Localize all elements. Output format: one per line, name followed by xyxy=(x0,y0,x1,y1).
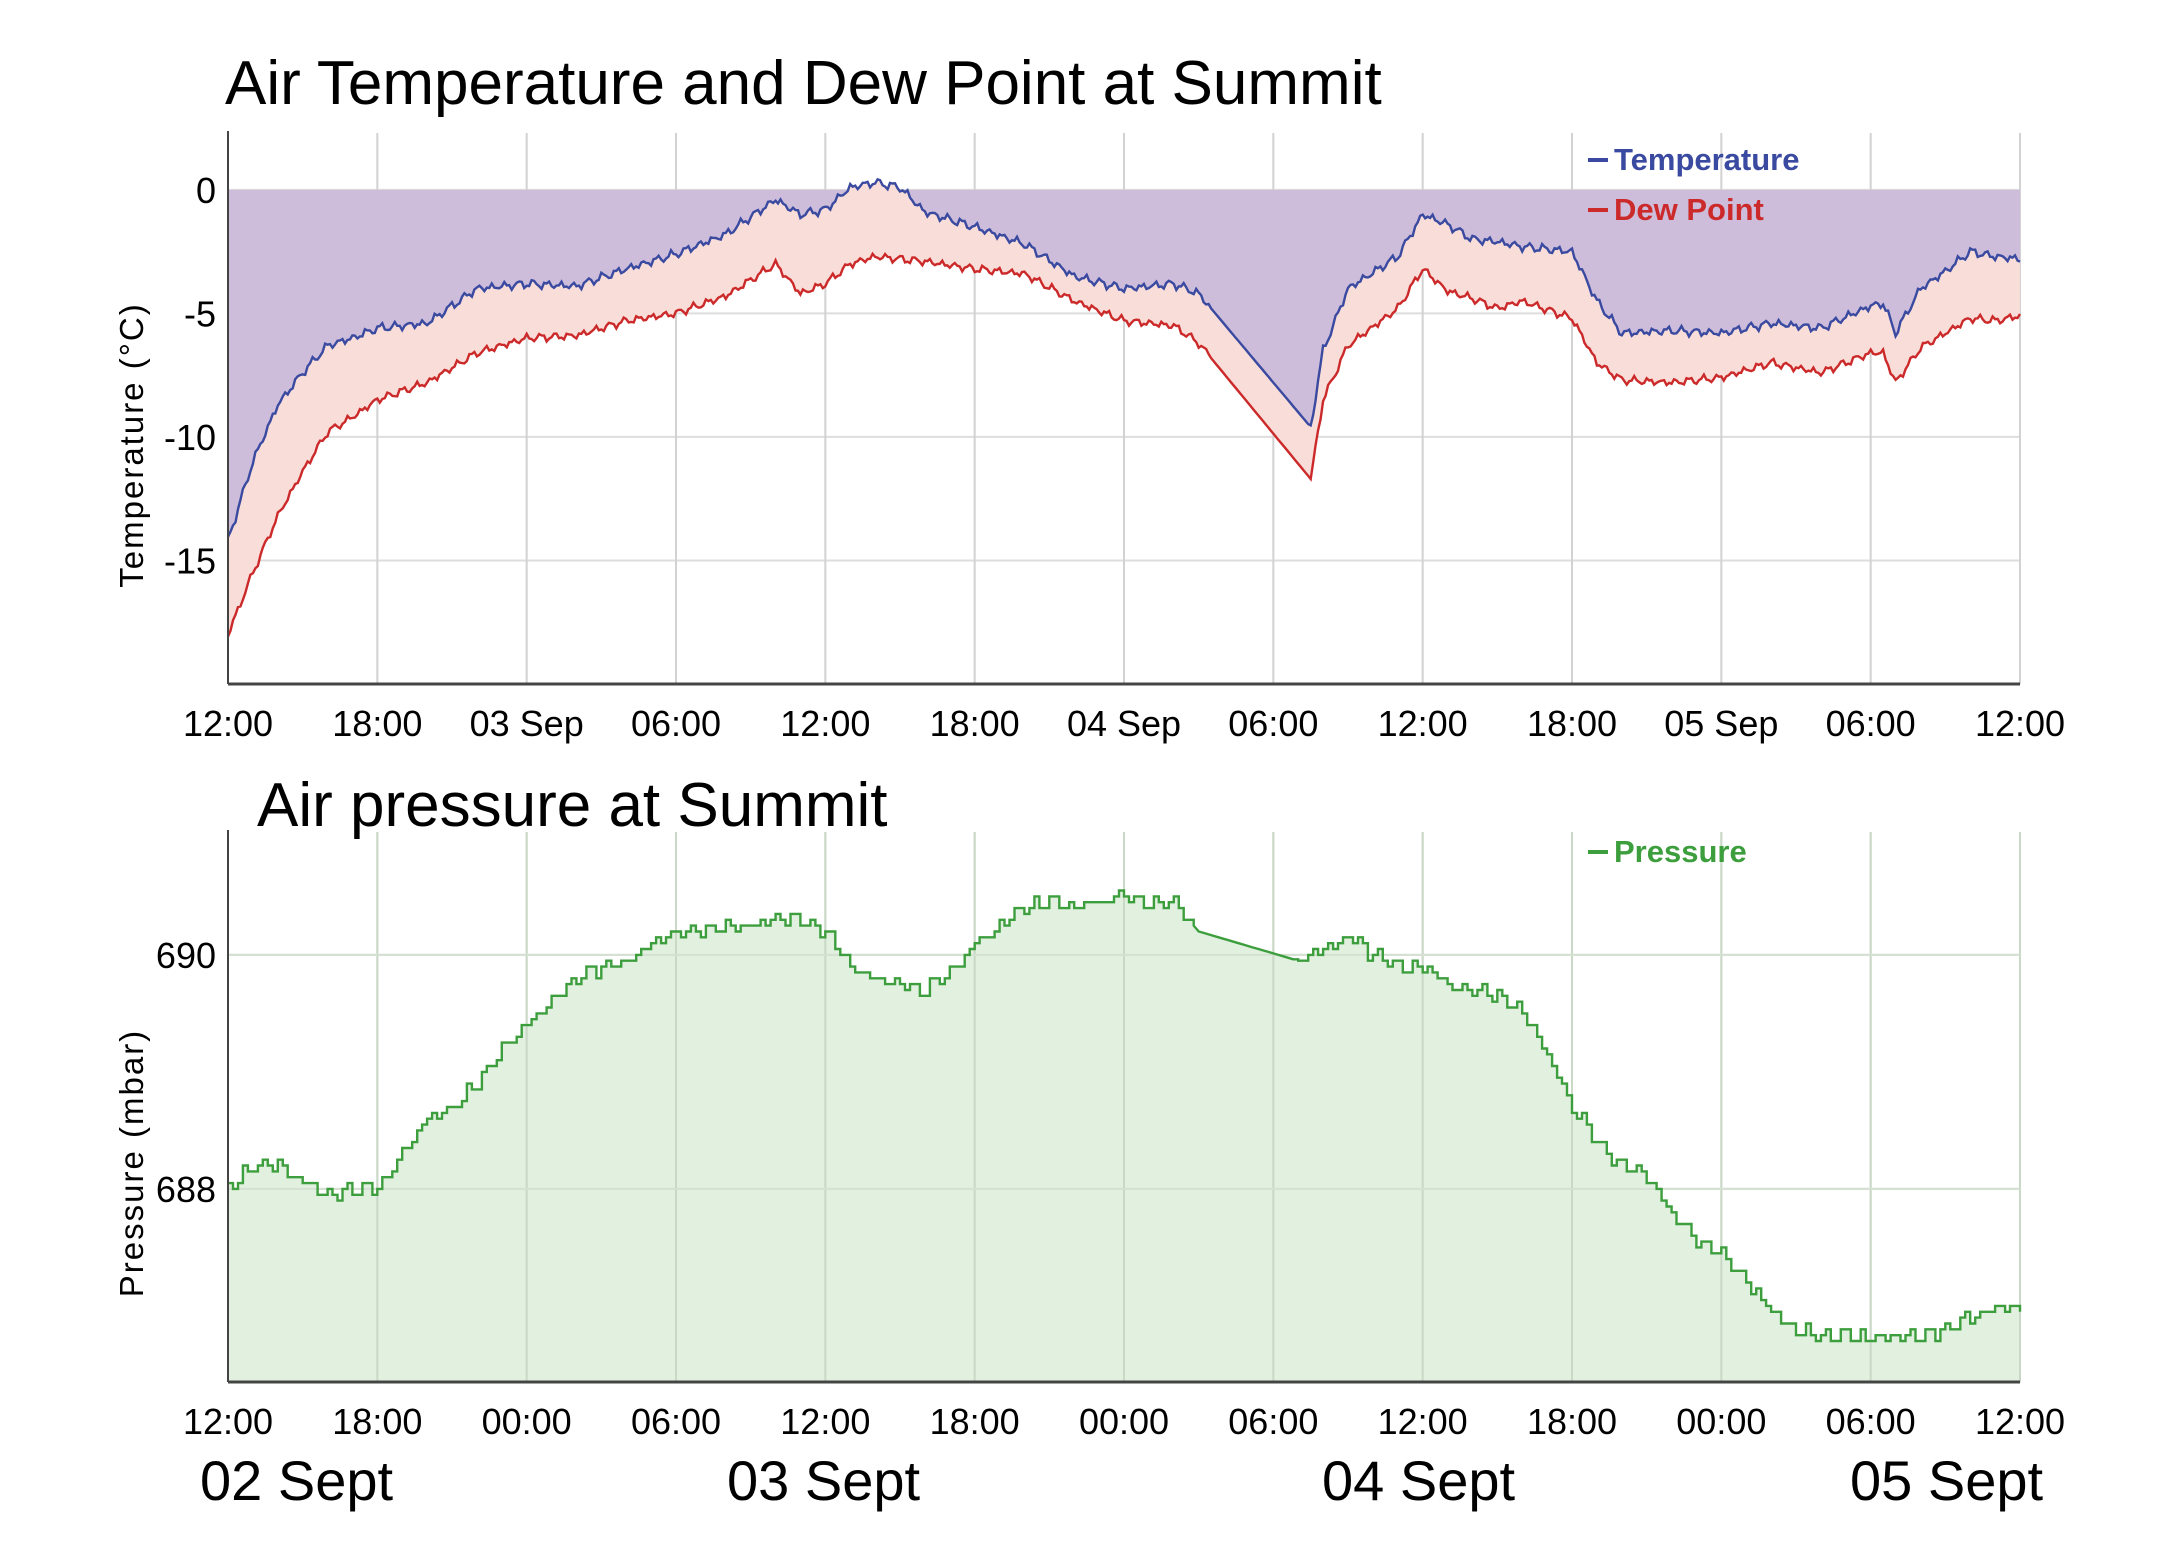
x-tick-label: 12:00 xyxy=(780,1401,870,1442)
y-tick-label: -5 xyxy=(184,293,216,334)
x-tick-label: 18:00 xyxy=(1527,703,1617,744)
x-tick-label: 06:00 xyxy=(1228,1401,1318,1442)
x-tick-label: 00:00 xyxy=(1676,1401,1766,1442)
x-tick-label: 18:00 xyxy=(332,1401,422,1442)
y-tick-label: 0 xyxy=(196,170,216,211)
x-tick-label: 12:00 xyxy=(1378,703,1468,744)
date-label-05-sept: 05 Sept xyxy=(1850,1449,2044,1512)
pressure-chart-title: Air pressure at Summit xyxy=(257,771,888,840)
y-tick-label: 688 xyxy=(156,1169,216,1210)
date-label-03-sept: 03 Sept xyxy=(727,1449,921,1512)
temperature-chart: 0 -5 -10 -15 12:00 18:00 03 Sep 06:00 12:00 18:00… xyxy=(113,131,2065,744)
x-tick-label: 05 Sep xyxy=(1664,703,1778,744)
pressure-chart: 690 688 12:00 18:00 00:00 06:00 12:00 18:00 00:0… xyxy=(113,830,2065,1442)
x-tick-label: 04 Sep xyxy=(1067,703,1181,744)
x-tick-label: 03 Sep xyxy=(470,703,584,744)
pressure-series-line xyxy=(228,889,2022,1343)
x-tick-label: 12:00 xyxy=(780,703,870,744)
x-tick-label: 06:00 xyxy=(631,1401,721,1442)
x-tick-label: 06:00 xyxy=(1826,703,1916,744)
y-axis-title: Temperature (°C) xyxy=(113,302,150,587)
dew-point-series-line xyxy=(226,251,2022,638)
temperature-fill-area xyxy=(228,179,2020,537)
x-tick-label: 06:00 xyxy=(1826,1401,1916,1442)
x-tick-label: 18:00 xyxy=(930,703,1020,744)
y-tick-label: -10 xyxy=(164,417,216,458)
dew-point-spread-area xyxy=(228,179,2020,637)
x-tick-label: 12:00 xyxy=(183,1401,273,1442)
legend-dew-point-label: Dew Point xyxy=(1614,192,1764,227)
legend-pressure-label: Pressure xyxy=(1614,834,1747,869)
x-tick-label: 12:00 xyxy=(1378,1401,1468,1442)
y-tick-label: 690 xyxy=(156,935,216,976)
x-tick-label: 00:00 xyxy=(1079,1401,1169,1442)
x-tick-label: 12:00 xyxy=(1975,703,2065,744)
temperature-series-line xyxy=(226,177,2021,538)
temperature-chart-title: Air Temperature and Dew Point at Summit xyxy=(225,49,1382,118)
x-tick-label: 18:00 xyxy=(1527,1401,1617,1442)
x-tick-label: 00:00 xyxy=(482,1401,572,1442)
legend-temperature-label: Temperature xyxy=(1614,142,1800,177)
date-label-02-sept: 02 Sept xyxy=(200,1449,394,1512)
x-tick-label: 18:00 xyxy=(930,1401,1020,1442)
x-tick-label: 06:00 xyxy=(1228,703,1318,744)
date-label-04-sept: 04 Sept xyxy=(1322,1449,1516,1512)
x-tick-label: 12:00 xyxy=(183,703,273,744)
x-tick-label: 12:00 xyxy=(1975,1401,2065,1442)
x-tick-label: 18:00 xyxy=(332,703,422,744)
y-tick-label: -15 xyxy=(164,540,216,581)
y-axis-title: Pressure (mbar) xyxy=(113,1029,150,1297)
x-tick-label: 06:00 xyxy=(631,703,721,744)
